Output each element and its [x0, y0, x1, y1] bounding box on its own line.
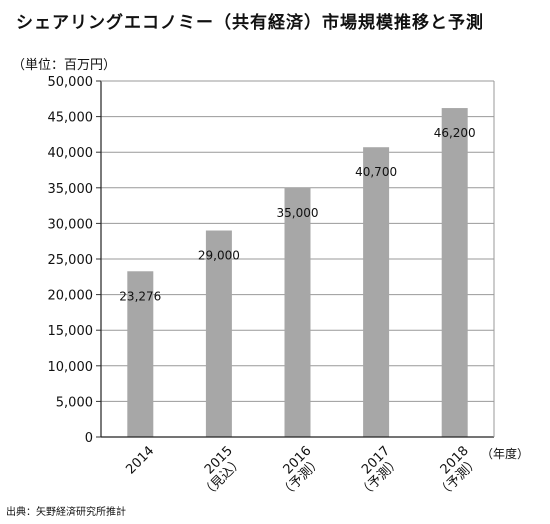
bar-value-label: 40,700 — [355, 165, 397, 179]
bar-value-label: 46,200 — [434, 126, 476, 140]
bar-value-labels: 23,276 29,000 35,000 40,700 46,200 — [119, 126, 475, 303]
bar — [284, 187, 311, 437]
x-category-label: 2018（予測） — [435, 443, 482, 501]
x-category-label: 2017（予測） — [356, 443, 403, 501]
bar — [205, 230, 232, 437]
x-category-label: 2016（予測） — [278, 443, 325, 501]
bar-value-label: 29,000 — [198, 249, 240, 263]
bar — [363, 147, 390, 437]
x-category-labels: 2014 2015（見込） 2016（予測） 2017（予測） 2018（予測） — [123, 443, 482, 501]
y-tick-label: 15,000 — [48, 324, 94, 339]
y-axis-unit-label: （単位：百万円） — [12, 58, 117, 73]
bar — [127, 271, 154, 437]
y-tick-label: 35,000 — [48, 182, 94, 197]
chart-title: シェアリングエコノミー（共有経済）市場規模推移と予測 — [16, 13, 484, 33]
y-tick-label: 5,000 — [56, 395, 93, 410]
x-category-label: 2014 — [123, 443, 157, 477]
y-tick-label: 20,000 — [48, 289, 94, 304]
x-category-year: 2014 — [123, 443, 157, 477]
y-tick-label: 45,000 — [48, 111, 94, 126]
y-tick-labels: 0 5,000 10,000 15,000 20,000 25,000 30,000 35,0… — [48, 75, 101, 446]
bar — [441, 108, 468, 437]
y-tick-label: 10,000 — [48, 360, 94, 375]
y-tick-label: 30,000 — [48, 217, 94, 232]
bar-value-label: 35,000 — [277, 206, 319, 220]
y-tick-label: 25,000 — [48, 253, 94, 268]
axes — [100, 80, 495, 438]
x-category-label: 2015（見込） — [199, 443, 246, 501]
y-tick-label: 40,000 — [48, 146, 94, 161]
x-axis-unit-label: （年度） — [481, 447, 530, 461]
y-tick-label: 50,000 — [48, 75, 94, 90]
source-note: 出典：矢野経済研究所推計 — [6, 507, 126, 518]
bar-value-label: 23,276 — [119, 289, 161, 303]
y-tick-label: 0 — [85, 431, 93, 446]
bars — [127, 108, 468, 437]
